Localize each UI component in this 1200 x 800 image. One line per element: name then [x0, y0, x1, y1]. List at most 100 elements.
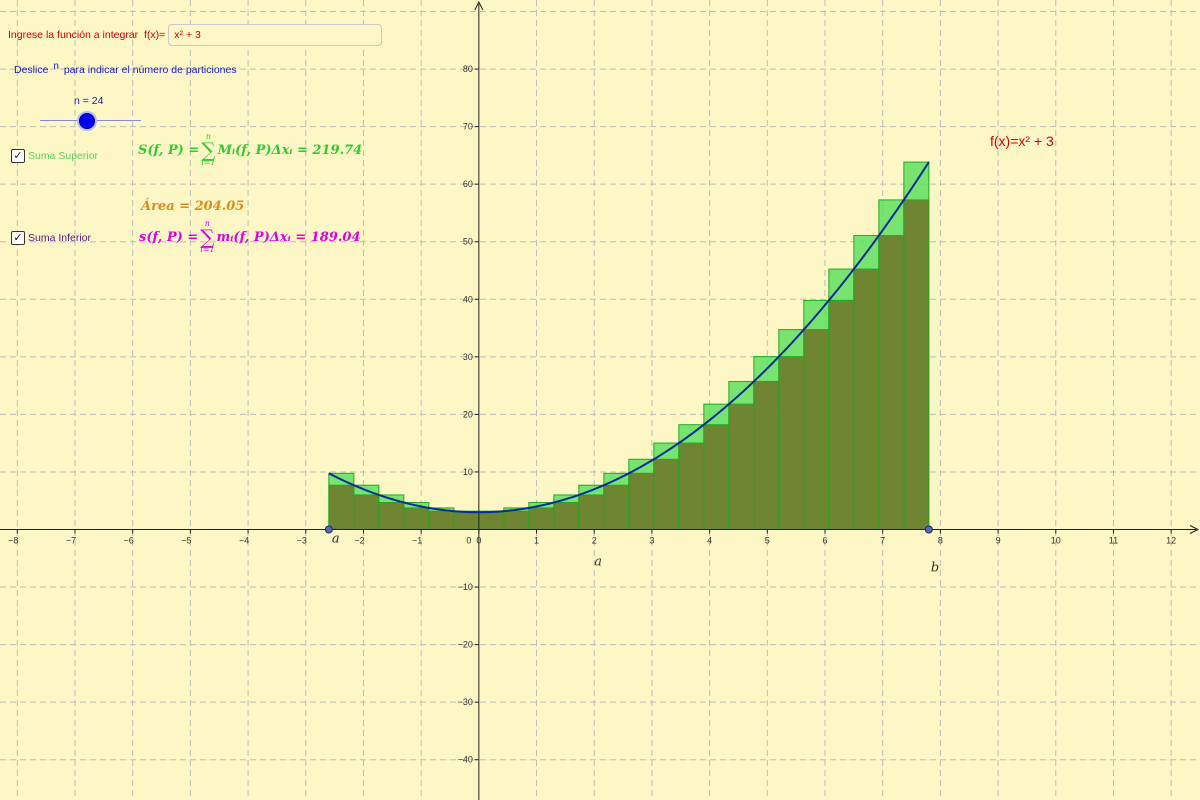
- sigma-glyph: ∑: [201, 138, 216, 162]
- lower-sum-formula: s(f, P) = n ∑ i=1 mᵢ(f, P)Δxᵢ = 189.04: [139, 220, 361, 254]
- x-tick-label: −4: [239, 535, 249, 545]
- y-tick-label: −40: [458, 755, 473, 765]
- x-tick-label: 8: [938, 535, 943, 545]
- lower-sum-bar: [378, 502, 405, 530]
- x-tick-label: −7: [66, 535, 76, 545]
- slider-caption-variable: n: [53, 61, 59, 72]
- lower-sum-bar: [703, 424, 730, 530]
- x-axis-arrow: [1189, 525, 1200, 534]
- inferior-sum-label: Suma Inferior: [28, 232, 92, 244]
- slider-caption-before: Deslice: [14, 64, 49, 76]
- lower-sum-bar: [753, 380, 780, 530]
- point-a-label: a: [332, 531, 340, 546]
- sigma-lower-limit: i=1: [200, 245, 215, 254]
- y-tick-label: 10: [463, 467, 473, 477]
- x-tick-label: 6: [822, 535, 827, 545]
- sigma-symbol: n ∑ i=1: [200, 220, 214, 254]
- y-tick-label: −30: [458, 697, 473, 707]
- y-tick-label: 20: [463, 409, 473, 419]
- lower-sum-bar: [403, 507, 430, 530]
- y-tick-label: −20: [458, 640, 473, 650]
- x-tick-label: 7: [880, 535, 885, 545]
- interval-a-label: a: [594, 554, 602, 569]
- upper-sum-lhs: S(f, P) =: [138, 142, 200, 158]
- sigma-glyph: ∑: [200, 225, 215, 249]
- lower-sum-bar: [578, 494, 605, 530]
- y-tick-label: 80: [463, 64, 473, 74]
- x-tick-label: 9: [996, 535, 1001, 545]
- upper-sum-rhs: Mᵢ(f, P)Δxᵢ = 219.74: [217, 142, 363, 158]
- lower-sum-bar: [878, 235, 905, 530]
- sigma-upper-limit: n: [205, 132, 211, 141]
- lower-sum-bar: [853, 268, 880, 530]
- y-tick-label: 50: [463, 237, 473, 247]
- point-b[interactable]: [924, 525, 933, 534]
- function-label: f(x)=x² + 3: [990, 133, 1054, 149]
- function-input[interactable]: [168, 24, 383, 46]
- lower-sum-bar: [503, 510, 530, 530]
- lower-sum-bar: [778, 356, 805, 530]
- lower-sum-rhs: mᵢ(f, P)Δxᵢ = 189.04: [216, 229, 361, 245]
- lower-sum-bar: [528, 507, 555, 530]
- lower-sum-rectangles: [328, 199, 930, 530]
- point-a[interactable]: [324, 525, 333, 534]
- x-tick-label: 2: [592, 535, 597, 545]
- slider-value-label: n = 24: [74, 95, 104, 107]
- area-value: Área = 204.05: [141, 199, 244, 214]
- y-tick-label: 40: [463, 294, 473, 304]
- lower-sum-bar: [678, 442, 705, 530]
- lower-sum-bar: [628, 472, 655, 530]
- function-curve: [328, 161, 930, 514]
- lower-sum-bar: [428, 510, 455, 530]
- lower-sum-bar: [353, 494, 380, 530]
- superior-sum-label: Suma Superior: [28, 150, 99, 162]
- x-tick-label: −6: [124, 535, 134, 545]
- x-tick-label: 3: [649, 535, 654, 545]
- x-tick-label: 4: [707, 535, 712, 545]
- lower-sum-bar: [903, 199, 930, 530]
- interval-points[interactable]: a b a: [324, 525, 939, 576]
- y-tick-label: 70: [463, 122, 473, 132]
- partitions-slider-thumb[interactable]: [79, 113, 95, 129]
- lower-sum-bar: [328, 484, 355, 530]
- x-tick-label: −2: [354, 535, 364, 545]
- inferior-sum-checkbox[interactable]: ✓: [11, 231, 25, 245]
- x-tick-label: −5: [181, 535, 191, 545]
- lower-sum-bar: [728, 403, 755, 530]
- y-tick-label: 60: [463, 179, 473, 189]
- y-tick-label: 30: [463, 352, 473, 362]
- sigma-symbol: n ∑ i=1: [201, 133, 215, 167]
- function-curve-path: [328, 161, 930, 514]
- x-tick-label: 11: [1109, 535, 1118, 545]
- lower-sum-bar: [803, 329, 830, 530]
- sigma-upper-limit: n: [204, 219, 210, 228]
- lower-sum-lhs: s(f, P) =: [139, 229, 199, 245]
- area-text: Área = 204.05: [141, 199, 245, 214]
- sigma-lower-limit: i=1: [201, 158, 216, 167]
- lower-sum-bar: [603, 484, 630, 530]
- inferior-sum-toggle[interactable]: ✓ Suma Inferior: [11, 231, 91, 245]
- point-b-label: b: [931, 560, 939, 575]
- lower-sum-bar: [828, 299, 855, 530]
- x-tick-label: 10: [1051, 535, 1061, 545]
- x-tick-label: 12: [1166, 535, 1176, 545]
- lower-sum-bar: [453, 511, 480, 530]
- superior-sum-toggle[interactable]: ✓ Suma Superior: [11, 149, 98, 163]
- lower-sum-bar: [553, 502, 580, 530]
- x-tick-label: −8: [8, 535, 18, 545]
- x-tick-label: 0: [476, 535, 481, 545]
- lower-sum-bar: [653, 458, 680, 530]
- upper-sum-formula: S(f, P) = n ∑ i=1 Mᵢ(f, P)Δxᵢ = 219.74: [138, 133, 362, 167]
- y-axis-arrow: [474, 0, 484, 11]
- x-tick-label: 5: [765, 535, 770, 545]
- slider-caption: Deslice n para indicar el número de part…: [14, 61, 237, 76]
- slider-caption-after: para indicar el número de particiones: [63, 64, 237, 76]
- function-input-row: Ingrese la función a integrar f(x)=: [8, 22, 383, 48]
- superior-sum-checkbox[interactable]: ✓: [11, 149, 25, 163]
- x-tick-label: 1: [534, 535, 539, 545]
- x-tick-label: −1: [412, 535, 422, 545]
- y-tick-label: −10: [458, 582, 473, 592]
